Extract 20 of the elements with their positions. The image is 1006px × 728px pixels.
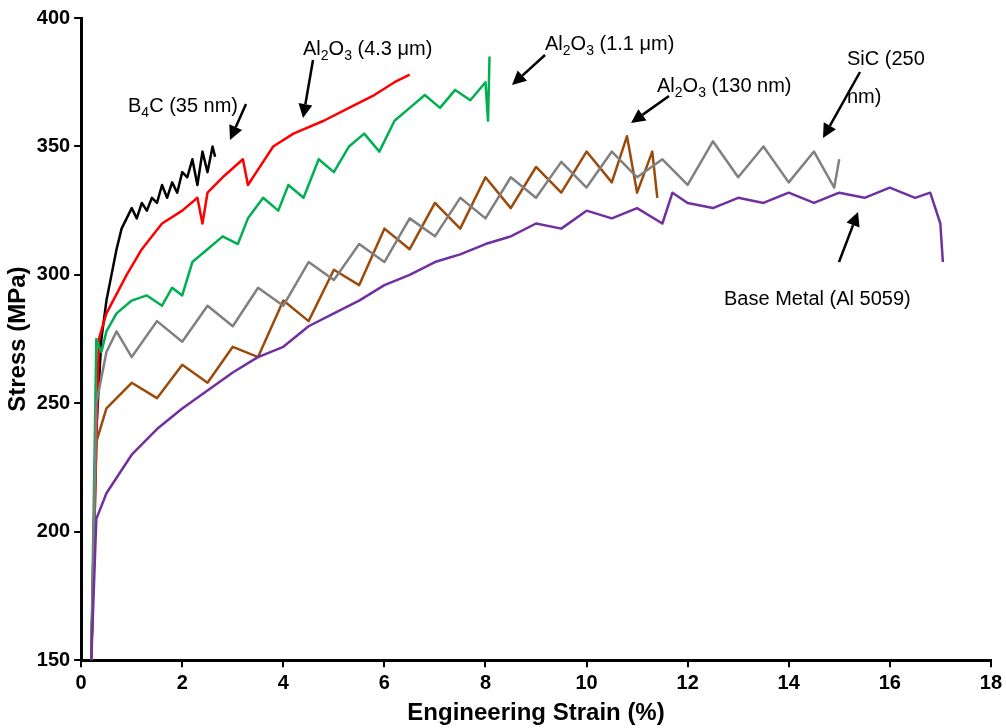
x-axis-title: Engineering Strain (%): [407, 698, 665, 726]
y-tick-label: 350: [36, 133, 71, 156]
x-tick-label: 6: [378, 670, 390, 693]
text: Base Metal (Al 5059): [724, 287, 911, 309]
x-tick-label: 12: [676, 670, 699, 693]
x-tick-label: 0: [75, 670, 87, 693]
x-tick-label: 8: [479, 670, 492, 693]
y-tick-label: 200: [36, 519, 71, 542]
y-axis-title: Stress (MPa): [3, 266, 31, 412]
x-tick-label: 2: [176, 670, 188, 693]
x-tick-label: 16: [878, 670, 901, 693]
x-tick-label: 14: [777, 670, 801, 693]
y-tick-label: 400: [36, 5, 71, 28]
y-tick-label: 250: [36, 390, 71, 413]
y-tick-label: 150: [36, 647, 71, 670]
x-tick-label: 4: [277, 670, 290, 693]
text: SiC (250 nm): [847, 47, 925, 107]
x-tick-label: 10: [575, 670, 598, 693]
y-tick-label: 300: [36, 262, 71, 285]
x-tick-label: 18: [979, 670, 1002, 693]
